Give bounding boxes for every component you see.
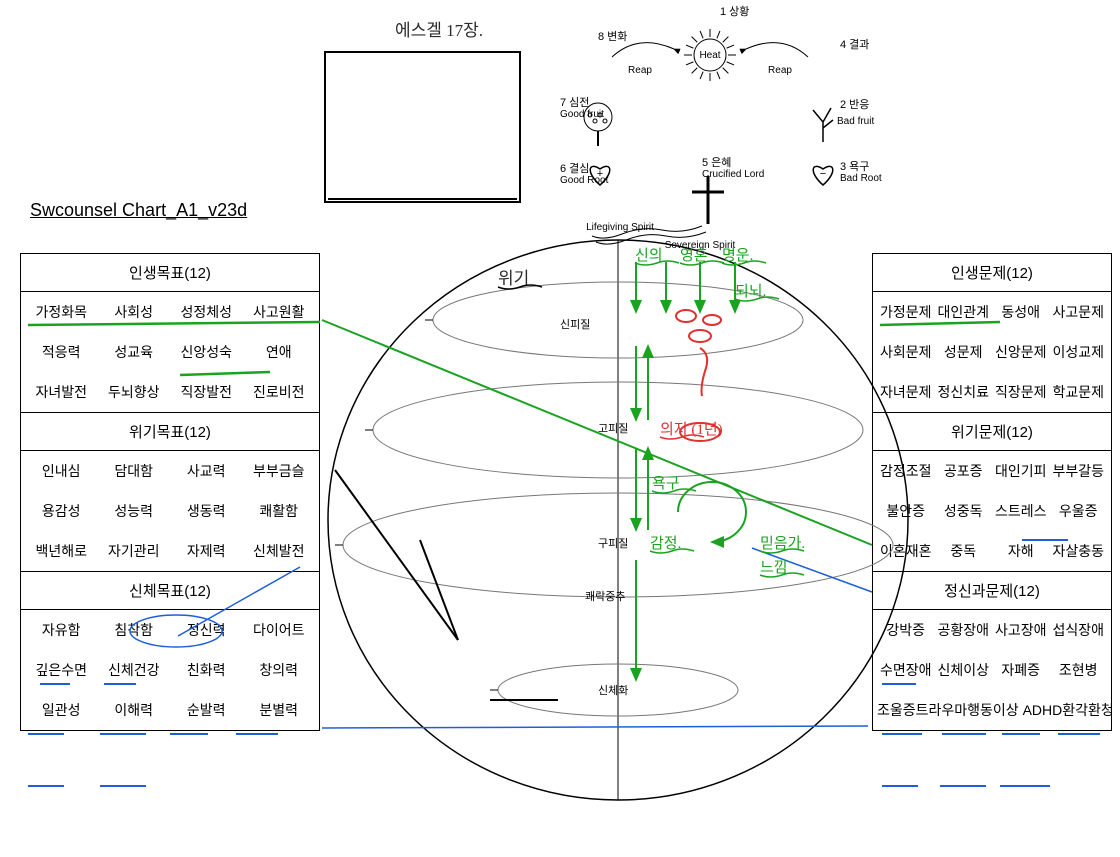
svg-text:느낌: 느낌 [760,559,788,576]
svg-text:Good fruit: Good fruit [560,109,604,120]
svg-text:영혼: 영혼 [680,247,708,264]
svg-text:Reap: Reap [768,65,792,76]
svg-text:신체화: 신체화 [598,684,628,697]
svg-text:1 상황: 1 상황 [720,5,749,18]
svg-text:5 은혜: 5 은혜 [702,156,731,169]
svg-text:Heat: Heat [699,50,720,61]
svg-text:신의: 신의 [635,247,663,264]
svg-text:3 욕구: 3 욕구 [840,160,869,173]
svg-text:7 심전: 7 심전 [560,96,589,109]
svg-text:6 결심: 6 결심 [560,162,589,175]
svg-text:Crucified Lord: Crucified Lord [702,169,764,180]
svg-text:Lifegiving Spirit: Lifegiving Spirit [586,222,654,233]
svg-text:신피질: 신피질 [560,318,590,331]
svg-text:8 변화: 8 변화 [598,30,627,43]
svg-text:쾌락중추: 쾌락중추 [585,590,625,603]
svg-text:2 반응: 2 반응 [840,98,869,111]
svg-text:−: − [820,168,826,180]
svg-text:Bad Root: Bad Root [840,173,882,184]
svg-text:Good Root: Good Root [560,175,609,186]
svg-text:고피질: 고피질 [598,422,628,435]
svg-text:Reap: Reap [628,65,652,76]
svg-text:에스겔 17장.: 에스겔 17장. [395,21,483,40]
svg-text:Bad fruit: Bad fruit [837,116,874,127]
diagram-svg: 에스겔 17장.HeatReapReap+−1 상황2 반응3 욕구Bad Ro… [0,0,1120,857]
svg-text:욕구: 욕구 [652,476,680,492]
svg-text:4 결과: 4 결과 [840,38,869,51]
svg-text:구피질: 구피질 [598,537,628,550]
